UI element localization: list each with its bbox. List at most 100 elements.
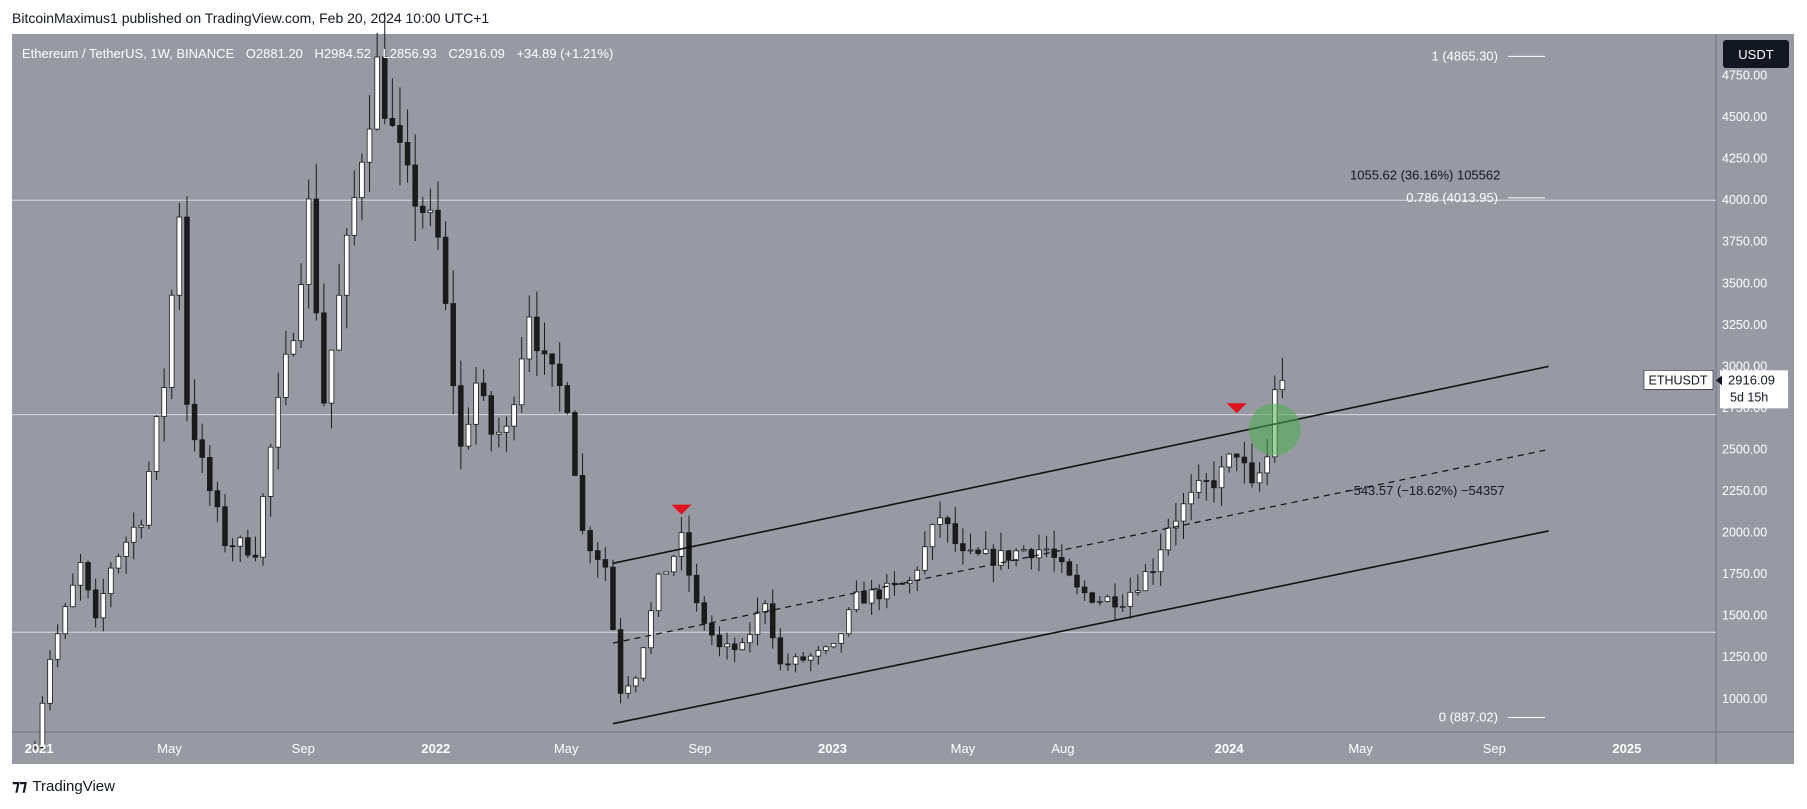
candle-body xyxy=(518,358,525,406)
tradingview-logo[interactable]: ⁊⁊ TradingView xyxy=(12,776,115,796)
plot-area[interactable] xyxy=(12,34,1716,732)
candle-body xyxy=(1020,549,1027,552)
candle-body xyxy=(351,197,358,236)
x-tick-label: 2025 xyxy=(1612,741,1641,756)
y-tick-label: 1000.00 xyxy=(1722,692,1767,706)
candle-body xyxy=(275,396,282,448)
candle-body xyxy=(245,537,251,556)
x-tick-label: 2023 xyxy=(818,741,847,756)
candle-body xyxy=(1089,592,1095,603)
signal-marker-icon xyxy=(1226,403,1247,414)
candle-body xyxy=(168,294,175,388)
candle-body xyxy=(184,216,190,405)
candle-body xyxy=(1211,480,1217,489)
x-tick-labels: 2021 May Sep 2022 May Sep 2023 May Aug 2024 May Sep… xyxy=(25,741,1642,756)
candle-body xyxy=(420,205,426,213)
candle-body xyxy=(54,633,61,660)
candle-body xyxy=(655,573,662,612)
candle-body xyxy=(397,125,403,143)
candle-body xyxy=(610,566,616,630)
high-value: 2984.52 xyxy=(324,46,371,61)
candle-body xyxy=(404,142,411,166)
channel-middle-line xyxy=(612,448,1549,644)
candle-body xyxy=(85,562,91,591)
x-tick-label: Sep xyxy=(292,741,315,756)
y-tick-label: 1750.00 xyxy=(1722,567,1767,581)
ascending-channel[interactable] xyxy=(612,365,1549,725)
candle-body xyxy=(480,382,487,397)
candle-body xyxy=(663,571,669,575)
candle-body xyxy=(982,548,989,554)
candle-body xyxy=(92,589,99,619)
candle-body xyxy=(1195,480,1202,493)
candle-body xyxy=(366,128,373,163)
candle-body xyxy=(267,446,274,497)
candle-body xyxy=(526,316,533,360)
y-tick-label: 4250.00 xyxy=(1722,152,1767,166)
y-tick-label: 4500.00 xyxy=(1722,110,1767,124)
candle-body xyxy=(1081,586,1088,594)
candle-body xyxy=(458,385,464,447)
currency-button[interactable]: USDT xyxy=(1723,40,1789,68)
candle-body xyxy=(922,546,928,571)
candle-body xyxy=(488,395,495,435)
last-price-label: 2916.09 xyxy=(1728,372,1775,387)
candle-body xyxy=(1173,520,1179,529)
candle-body xyxy=(343,234,350,296)
candle-body xyxy=(648,610,654,649)
candle-body xyxy=(899,582,905,585)
candle-body xyxy=(222,506,228,547)
candle-body xyxy=(1165,527,1172,551)
candle-body xyxy=(594,550,601,560)
close-value: 2916.09 xyxy=(458,46,505,61)
price-tag-bg xyxy=(1720,370,1788,409)
time-axis[interactable] xyxy=(12,732,1794,764)
symbol-name: Ethereum / TetherUS, 1W, BINANCE xyxy=(22,46,234,61)
candle-body xyxy=(1097,600,1103,603)
y-tick-label: 1500.00 xyxy=(1722,609,1767,623)
candle-body xyxy=(747,634,753,644)
horizontal-levels xyxy=(12,199,1716,633)
candle-body xyxy=(237,537,243,547)
candle-body xyxy=(450,303,456,387)
candle-body xyxy=(1218,466,1225,489)
candle-body xyxy=(678,532,685,557)
x-tick-label: May xyxy=(554,741,579,756)
tradingview-logo-icon: ⁊⁊ xyxy=(12,778,27,795)
candle-body xyxy=(579,475,586,531)
candle-body xyxy=(709,623,715,636)
candle-body xyxy=(313,198,320,314)
candle-body xyxy=(1256,472,1263,484)
candle-body xyxy=(640,647,647,679)
candle-body xyxy=(1233,453,1240,458)
candle-body xyxy=(123,541,129,557)
currency-button-label: USDT xyxy=(1738,47,1773,62)
candle-body xyxy=(191,403,198,441)
price-pointer-icon xyxy=(1716,375,1722,386)
channel-upper-line xyxy=(612,365,1549,565)
candle-body xyxy=(321,312,327,404)
low-value: 2856.93 xyxy=(390,46,437,61)
candle-body xyxy=(1036,549,1042,559)
candle-body xyxy=(153,416,160,472)
y-tick-labels: 1000.00 1250.00 1500.00 1750.00 2000.00 2250.… xyxy=(1722,69,1767,706)
x-tick-label: 2021 xyxy=(25,741,54,756)
candle-body xyxy=(701,602,708,624)
change-value: +34.89 (+1.21%) xyxy=(516,46,613,61)
candle-body xyxy=(229,545,236,548)
candle-body xyxy=(944,517,951,525)
candle-body xyxy=(1013,550,1019,561)
candle-body xyxy=(1150,571,1156,574)
candle-body xyxy=(389,117,396,126)
candle-body xyxy=(602,559,609,568)
candle-body xyxy=(777,637,784,665)
candle-body xyxy=(739,642,746,651)
candle-body xyxy=(868,589,875,604)
y-tick-label: 3750.00 xyxy=(1722,235,1767,249)
channel-lower-line xyxy=(612,530,1549,725)
candle-body xyxy=(412,164,418,207)
candle-body xyxy=(830,643,837,648)
candle-body xyxy=(807,655,814,661)
x-tick-label: Aug xyxy=(1051,741,1074,756)
